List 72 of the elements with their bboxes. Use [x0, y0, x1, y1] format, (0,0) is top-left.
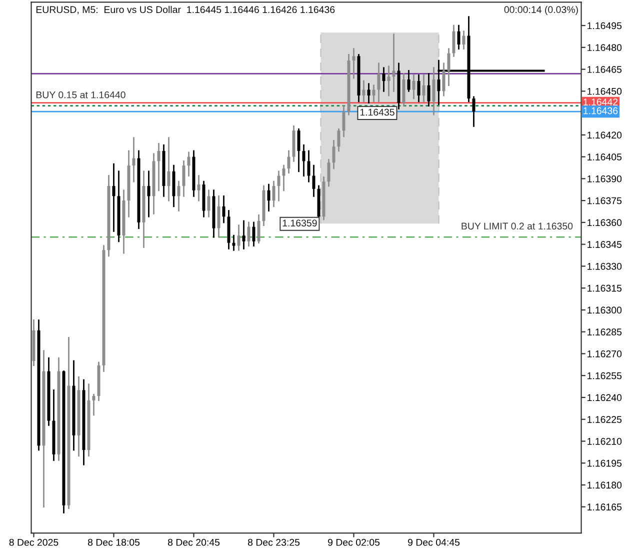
y-tick-label: 1.16360: [588, 219, 622, 226]
y-tick-label: 1.16450: [588, 88, 622, 95]
ref-line-label: BUY LIMIT 0.2 at 1.16350: [462, 222, 573, 230]
x-tick-label: 8 Dec 18:05: [88, 538, 140, 546]
y-tick-label: 1.16465: [588, 66, 622, 73]
candlestick: [277, 170, 280, 202]
candlestick: [92, 394, 96, 416]
candlestick: [232, 234, 236, 251]
candlestick: [387, 66, 390, 96]
candlestick: [407, 70, 410, 92]
candlestick: [472, 96, 476, 127]
candlestick: [182, 160, 186, 197]
candlestick: [382, 67, 386, 92]
ref-line-label: 1.16442: [584, 98, 618, 106]
candlestick: [207, 190, 210, 218]
y-tick-label: 1.16285: [588, 328, 622, 336]
y-tick-label: 1.16225: [588, 416, 622, 423]
candlestick: [167, 137, 170, 202]
candlestick: [432, 67, 436, 116]
candlestick: [242, 220, 246, 250]
y-tick-label: 1.16420: [588, 132, 622, 139]
candlestick: [452, 24, 456, 57]
y-tick-label: 1.16270: [588, 350, 622, 358]
candlestick: [457, 24, 460, 50]
ref-line-label: 1.16436: [584, 107, 618, 114]
y-tick-label: 1.16165: [588, 504, 622, 510]
candlestick: [462, 30, 466, 50]
x-tick-label: 8 Dec 20:45: [168, 538, 220, 546]
y-tick-label: 1.16330: [588, 262, 622, 270]
y-tick-label: 1.16480: [588, 44, 622, 52]
candlestick: [217, 195, 220, 238]
y-tick-label: 1.16315: [588, 284, 622, 292]
candlestick: [327, 159, 330, 187]
candlestick: [282, 164, 286, 192]
candlestick: [302, 144, 306, 176]
candlestick: [257, 214, 260, 244]
ref-line-label: BUY 0.15 at 1.16440: [36, 91, 126, 98]
y-tick-label: 1.16210: [588, 438, 622, 445]
x-tick-label: 8 Dec 2025: [9, 538, 58, 546]
candlestick: [352, 48, 356, 79]
candlestick: [427, 72, 430, 106]
candlestick: [372, 84, 376, 102]
candlestick: [422, 74, 426, 102]
candlestick: [362, 80, 366, 102]
y-tick-label: 1.16495: [588, 22, 622, 30]
candlestick: [307, 150, 310, 182]
candlestick: [252, 222, 256, 246]
annotation: 1.16359: [282, 220, 317, 226]
y-tick-label: 1.16300: [588, 306, 622, 314]
candlestick: [402, 72, 406, 106]
y-tick-label: 1.16180: [588, 482, 622, 489]
x-tick-label: 9 Dec 04:45: [408, 538, 460, 546]
x-tick-label: 9 Dec 02:05: [328, 538, 380, 546]
y-tick-label: 1.16405: [588, 154, 622, 160]
y-tick-label: 1.16345: [588, 241, 622, 248]
annotation: 1.16435: [360, 108, 394, 116]
y-tick-label: 1.16375: [588, 197, 622, 204]
chart-title: EURUSD, M5: Euro vs US Dollar 1.16445 1.16446 1.16426 1.16436: [36, 6, 335, 14]
y-tick-label: 1.16195: [588, 460, 622, 467]
candlestick: [332, 140, 336, 170]
x-tick-label: 8 Dec 23:25: [248, 538, 300, 546]
candlestick: [112, 163, 116, 232]
annotation: 00:00:14 (0.03%): [504, 6, 578, 15]
candlestick: [342, 105, 346, 138]
candlestick: [447, 48, 450, 86]
candlestick: [267, 184, 270, 212]
y-tick-label: 1.16255: [588, 372, 622, 380]
candlestick: [147, 170, 150, 218]
candlestick: [412, 74, 416, 100]
y-tick-label: 1.16240: [588, 394, 622, 402]
candlestick: [377, 62, 380, 102]
y-tick-label: 1.16390: [588, 175, 622, 182]
